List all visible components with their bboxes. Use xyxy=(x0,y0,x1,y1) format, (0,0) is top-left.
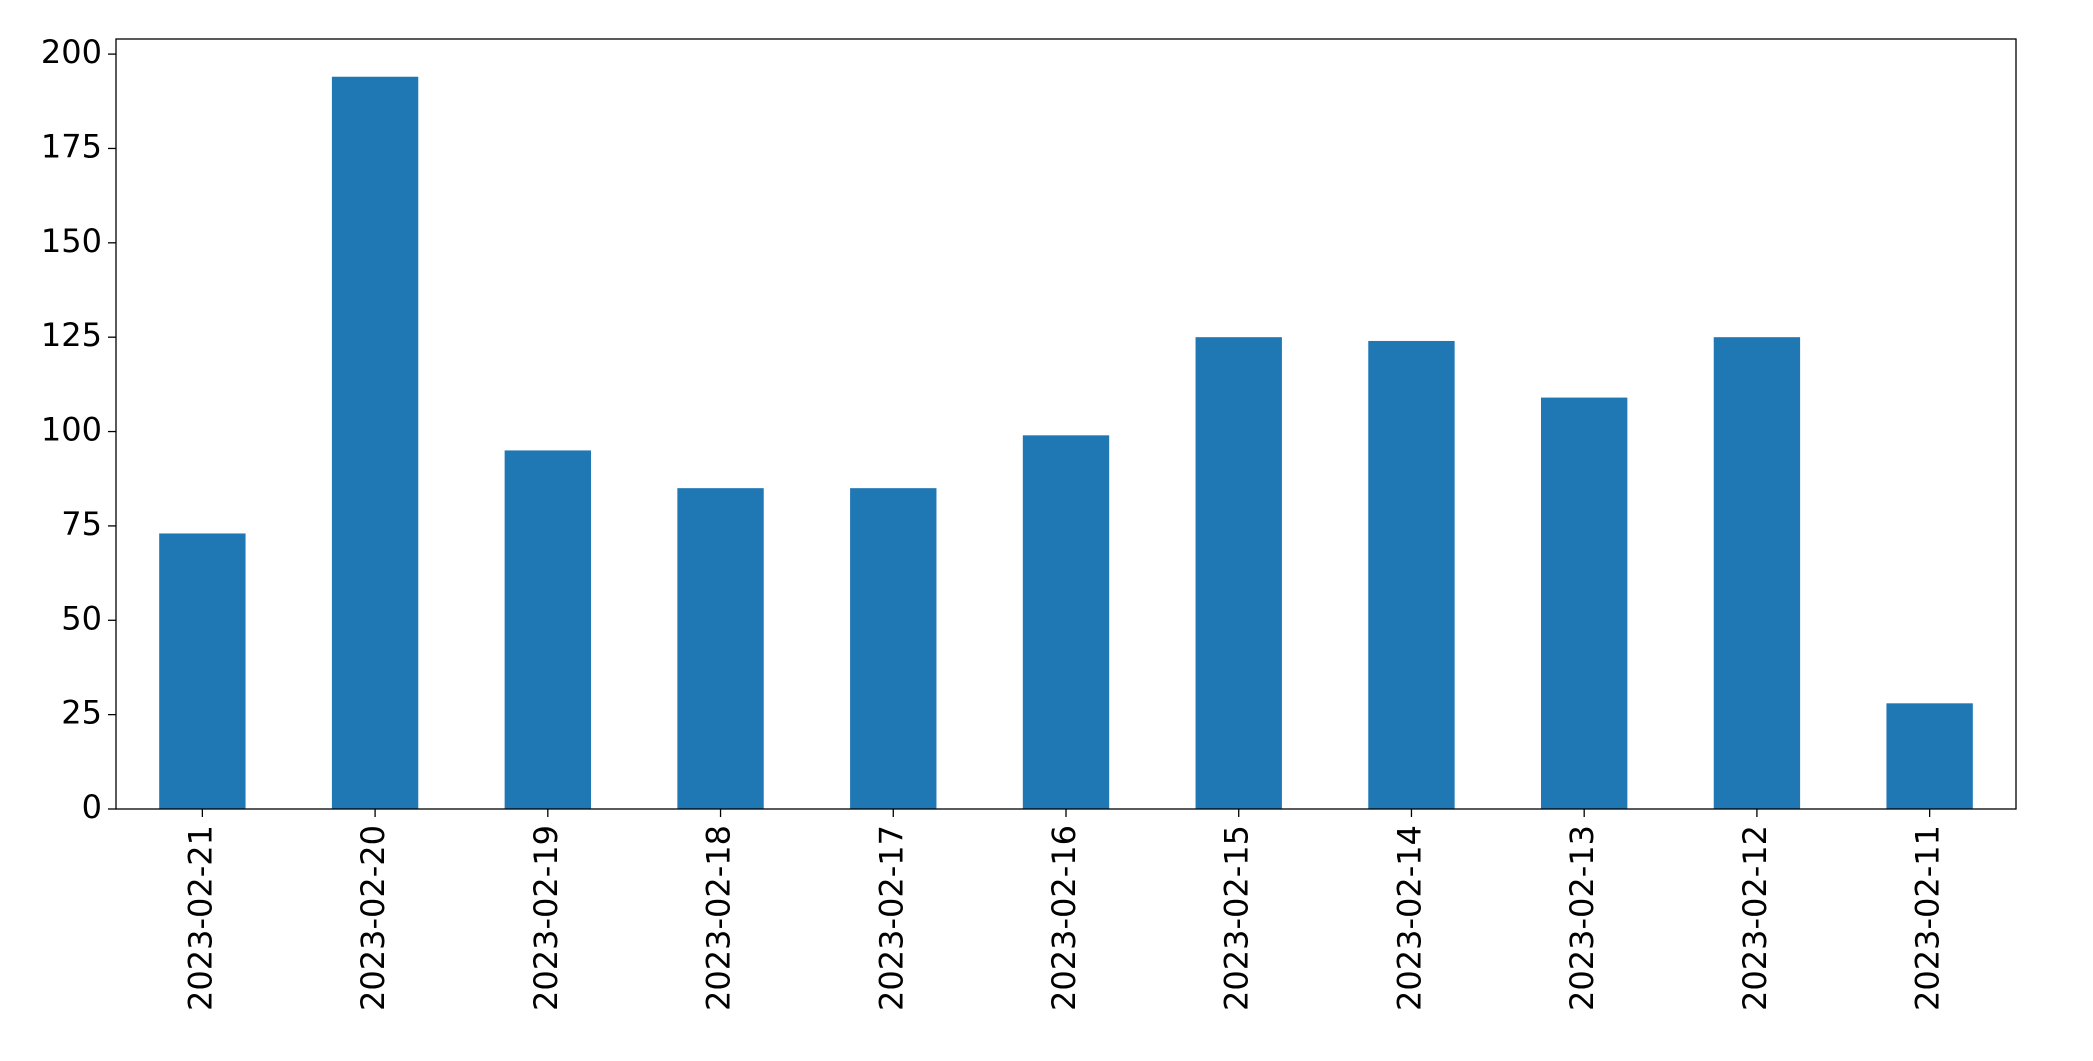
y-tick-label: 50 xyxy=(61,599,102,637)
y-tick-label: 200 xyxy=(41,33,102,71)
bar xyxy=(159,533,246,809)
bar xyxy=(1886,703,1973,809)
bar xyxy=(1022,435,1110,809)
y-tick-label: 100 xyxy=(41,411,102,449)
x-tick-label: 2023-02-12 xyxy=(1736,825,1774,1011)
y-tick-label: 175 xyxy=(41,127,102,165)
bar xyxy=(1195,337,1282,809)
x-tick-label: 2023-02-15 xyxy=(1218,825,1256,1011)
x-tick-label: 2023-02-18 xyxy=(700,825,738,1011)
bar xyxy=(1541,397,1628,809)
x-tick-label: 2023-02-17 xyxy=(872,825,910,1011)
y-tick-label: 150 xyxy=(41,222,102,260)
x-tick-label: 2023-02-20 xyxy=(354,825,392,1011)
x-tick-label: 2023-02-14 xyxy=(1390,825,1428,1011)
x-tick-label: 2023-02-16 xyxy=(1045,825,1083,1011)
bar xyxy=(1368,340,1455,809)
y-tick-label: 75 xyxy=(61,505,102,543)
x-tick-label: 2023-02-13 xyxy=(1563,825,1601,1011)
bar xyxy=(331,76,419,809)
plot-frame xyxy=(115,38,2017,810)
y-tick-label: 0 xyxy=(82,788,102,826)
bar xyxy=(677,488,764,809)
bar xyxy=(1713,337,1801,809)
y-tick-label: 25 xyxy=(61,694,102,732)
bar xyxy=(850,488,937,809)
x-tick-label: 2023-02-11 xyxy=(1909,825,1947,1011)
x-tick-label: 2023-02-21 xyxy=(181,825,219,1011)
x-tick-label: 2023-02-19 xyxy=(527,825,565,1011)
bar xyxy=(504,450,591,809)
y-tick-label: 125 xyxy=(41,316,102,354)
